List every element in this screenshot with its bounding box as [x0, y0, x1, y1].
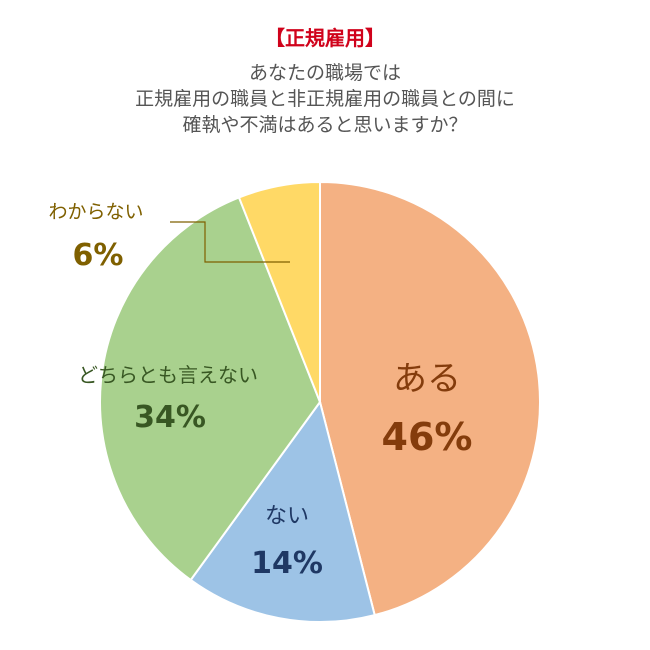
slice-label-4: わからない: [48, 201, 143, 223]
pie-slice-2: [189, 399, 376, 623]
leader-line: [170, 221, 290, 263]
pie-slice-1: [319, 180, 541, 617]
slice-label-3: どちらとも言えない: [78, 363, 258, 387]
slice-percent-3: 34%: [134, 400, 206, 435]
slice-percent-2: 14%: [251, 546, 323, 581]
slice-label-1: ある: [393, 359, 461, 399]
pie-slice-4: [237, 180, 321, 403]
question-line-3: 確執や不満はあると思いますか？: [182, 114, 468, 136]
slice-label-2: ない: [265, 504, 309, 529]
pie-slice-3: [99, 196, 322, 582]
question-line-2: 正規雇用の職員と非正規雇用の職員との間に: [135, 88, 515, 110]
survey-question: あなたの職場では 正規雇用の職員と非正規雇用の職員との間に 確執や不満はあると思…: [0, 60, 650, 138]
slice-percent-1: 46%: [382, 415, 473, 459]
chart-title-tag: 【正規雇用】: [265, 26, 385, 50]
slice-percent-4: 6%: [73, 238, 124, 273]
question-line-1: あなたの職場では: [248, 62, 401, 84]
